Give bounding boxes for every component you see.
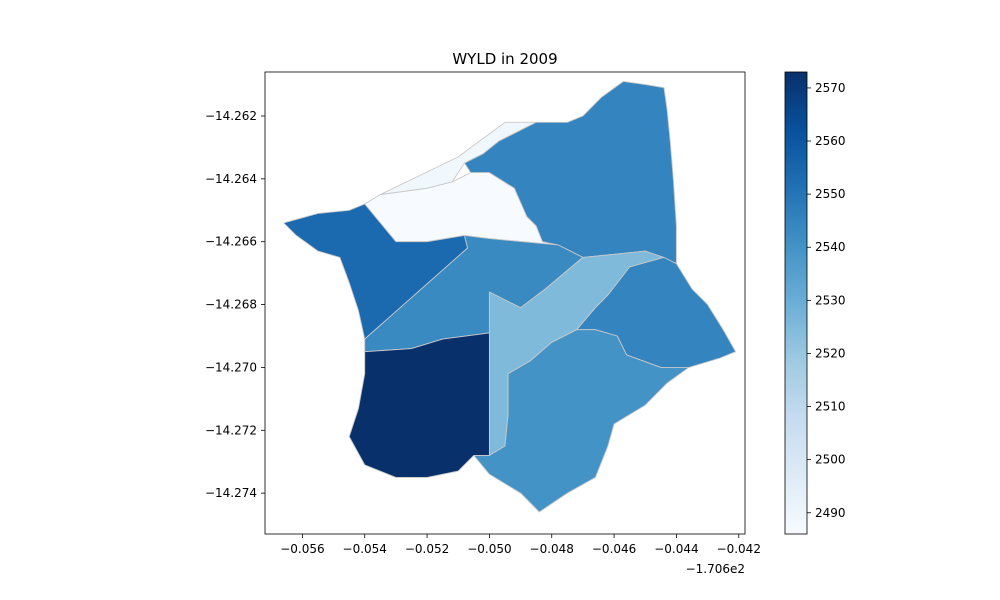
region-subbasin-southwest [348, 332, 490, 478]
colorbar-tick-label: 2570 [815, 81, 846, 95]
x-tick-label: −0.044 [654, 542, 698, 556]
y-tick-label: −14.272 [205, 423, 257, 437]
map-regions [283, 80, 737, 513]
chart-title: WYLD in 2009 [452, 50, 557, 68]
x-tick-label: −0.056 [280, 542, 324, 556]
y-tick-label: −14.268 [205, 298, 257, 312]
y-tick-label: −14.270 [205, 360, 257, 374]
colorbar-tick-label: 2510 [815, 400, 846, 414]
x-offset-label: −1.706e2 [686, 562, 745, 576]
colorbar [784, 71, 808, 535]
x-tick-label: −0.042 [717, 542, 761, 556]
region-subbasin-south [473, 329, 690, 513]
x-tick-label: −0.046 [592, 542, 636, 556]
y-tick-label: −14.264 [205, 172, 257, 186]
x-axis: −0.056 −0.054 −0.052 −0.050 −0.048 −0.046 −0.0… [280, 534, 761, 556]
colorbar-tick-label: 2500 [815, 453, 846, 467]
y-tick-label: −14.266 [205, 235, 257, 249]
x-tick-label: −0.048 [530, 542, 574, 556]
plot-frame [264, 71, 746, 535]
colorbar-tick-label: 2530 [815, 293, 846, 307]
x-tick-label: −0.052 [405, 542, 449, 556]
colorbar-tick-label: 2540 [815, 240, 846, 254]
colorbar-axis: 2490 2500 2510 2520 2530 2540 2550 2560 2570 [807, 81, 846, 520]
y-axis: −14.262 −14.264 −14.266 −14.268 −14.270 −14.2… [205, 109, 265, 500]
y-tick-label: −14.274 [205, 486, 257, 500]
x-tick-label: −0.054 [343, 542, 387, 556]
y-tick-label: −14.262 [205, 109, 257, 123]
colorbar-tick-label: 2520 [815, 346, 846, 360]
colorbar-tick-label: 2490 [815, 506, 846, 520]
colorbar-tick-label: 2560 [815, 134, 846, 148]
colorbar-tick-label: 2550 [815, 187, 846, 201]
x-tick-label: −0.050 [467, 542, 511, 556]
